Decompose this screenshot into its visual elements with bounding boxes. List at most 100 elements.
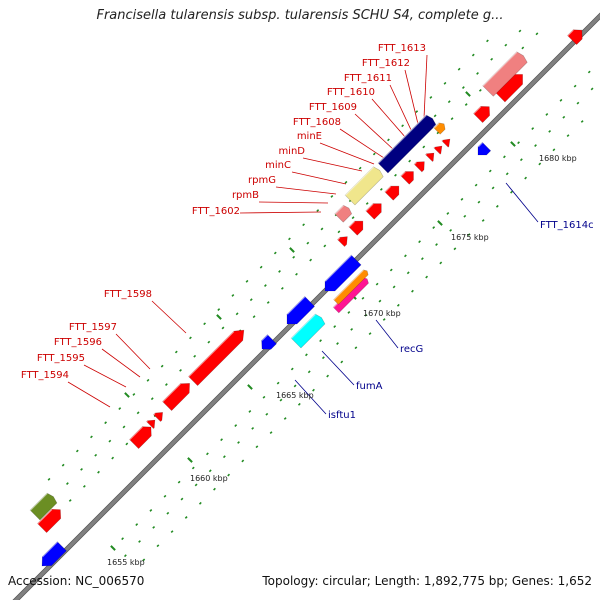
label-minc: minC [265, 160, 291, 171]
gene-ftt-1608[interactable] [424, 152, 435, 162]
tick-mark-lower [354, 346, 358, 350]
gene-rpmg[interactable] [365, 202, 382, 220]
tick-mark-upper [122, 425, 126, 429]
gene-lower-left-blue[interactable] [41, 540, 67, 567]
label-ftt-1614c-connector [505, 182, 539, 223]
topology-summary: Topology: circular; Length: 1,892,775 bp… [262, 574, 592, 588]
tick-mark-lower [477, 200, 481, 204]
gene-orange-block[interactable] [332, 269, 369, 305]
tick-mark-lower [491, 186, 495, 190]
tick-mark-upper [394, 173, 397, 177]
gene-ftt-1609[interactable] [433, 145, 443, 155]
tick-mark-lower [265, 412, 269, 416]
gene-navy-block-body[interactable] [377, 114, 437, 174]
tick-mark-lower [566, 134, 570, 138]
gene-fuma[interactable] [286, 295, 316, 325]
gene-ftt-1595[interactable] [145, 419, 156, 429]
tick-mark-lower [517, 141, 520, 145]
tick-mark-major [247, 384, 253, 390]
tick-mark-major [465, 91, 471, 97]
tick-mark-lower [467, 233, 471, 237]
gene-ftt-1598[interactable] [187, 329, 245, 387]
tick-mark-upper [231, 294, 235, 297]
tick-mark-upper [68, 499, 72, 502]
tick-mark-lower [304, 353, 308, 357]
tick-mark-lower [435, 243, 438, 246]
tick-mark-lower [545, 113, 549, 116]
label-connectors-layer [67, 54, 539, 415]
tick-mark-major [124, 392, 130, 398]
tick-mark-lower [559, 98, 563, 102]
tick-mark-lower [152, 525, 156, 529]
tick-mark-lower [481, 219, 485, 222]
gene-navy-block-highlight [377, 114, 427, 164]
gene-cyan-block[interactable] [290, 313, 326, 349]
gene-ftt-1594[interactable] [128, 425, 152, 450]
gene-pink-rrna[interactable] [334, 204, 353, 223]
gene-rpmb[interactable] [348, 220, 364, 236]
tick-mark-upper [164, 383, 168, 386]
gene-isftu1[interactable] [260, 333, 277, 350]
tick-mark-lower [237, 441, 240, 444]
gene-khaki-trna-body[interactable] [344, 166, 384, 206]
tick-mark-major [289, 247, 295, 253]
tick-mark-lower [368, 332, 372, 336]
label-ftt-1611-connector [389, 84, 413, 133]
tick-mark-lower [534, 144, 537, 147]
gene-lower-left-red[interactable] [36, 508, 62, 534]
tick-mark-lower [170, 530, 174, 534]
label-ftt-1597-connector [115, 333, 151, 370]
gene-ftt-1611[interactable] [472, 105, 490, 124]
tick-mark-lower [495, 204, 499, 208]
gene-pink-block[interactable] [481, 51, 528, 97]
gene-fuma-highlight [286, 295, 306, 315]
scale-label: 1675 kbp [451, 233, 489, 242]
gene-khaki-trna[interactable] [344, 166, 384, 206]
gene-mind[interactable] [400, 170, 414, 185]
gene-ftt-1610-body[interactable] [441, 138, 451, 148]
tick-mark-upper [111, 456, 115, 460]
tick-mark-upper [266, 301, 270, 304]
gene-ftt-1611-body[interactable] [472, 106, 490, 124]
gene-ftt-1610[interactable] [441, 138, 451, 148]
gene-minc[interactable] [384, 185, 400, 201]
tick-mark-lower [460, 197, 464, 201]
gene-lower-left-blue-highlight [41, 540, 58, 558]
tick-mark-upper [306, 241, 310, 245]
tick-mark-lower [121, 537, 124, 541]
tick-mark-lower [446, 212, 450, 215]
gene-olive-block[interactable] [29, 492, 58, 521]
label-recg-connector [375, 319, 399, 349]
gene-ftt-1613[interactable] [566, 29, 583, 46]
gene-rpmb-body[interactable] [348, 220, 364, 236]
tick-mark-lower [389, 268, 393, 272]
tick-mark-upper [457, 67, 461, 71]
tick-mark-lower [488, 169, 492, 173]
gene-ftt-1609-body[interactable] [433, 145, 443, 155]
tick-mark-lower [590, 87, 594, 91]
gene-ftt-1596[interactable] [152, 412, 163, 422]
gene-ftt-1614c[interactable] [477, 141, 492, 156]
tick-mark-upper [108, 439, 112, 443]
gene-lower-left-red-highlight [36, 508, 53, 525]
gene-ftt-1597[interactable] [161, 383, 190, 412]
tick-mark-lower [248, 409, 252, 413]
gene-minc-body[interactable] [384, 185, 400, 201]
gene-mine[interactable] [413, 161, 425, 173]
gene-ftt-1594-body[interactable] [128, 426, 152, 450]
tick-mark-lower [364, 313, 368, 317]
gene-navy-block[interactable] [377, 114, 437, 174]
tick-mark-upper [160, 364, 164, 368]
gene-orange-small[interactable] [433, 122, 446, 135]
gene-pink-rrna-body[interactable] [334, 204, 353, 223]
tick-mark-upper [295, 272, 298, 276]
tick-mark-upper [94, 453, 98, 457]
gene-ftt-1602[interactable] [336, 236, 348, 247]
tick-mark-upper [249, 298, 253, 302]
tick-mark-lower [420, 257, 424, 261]
genes-layer[interactable] [29, 29, 583, 567]
gene-recg[interactable] [324, 254, 362, 292]
gene-rpmg-body[interactable] [365, 203, 382, 220]
tick-mark-lower [382, 318, 386, 321]
